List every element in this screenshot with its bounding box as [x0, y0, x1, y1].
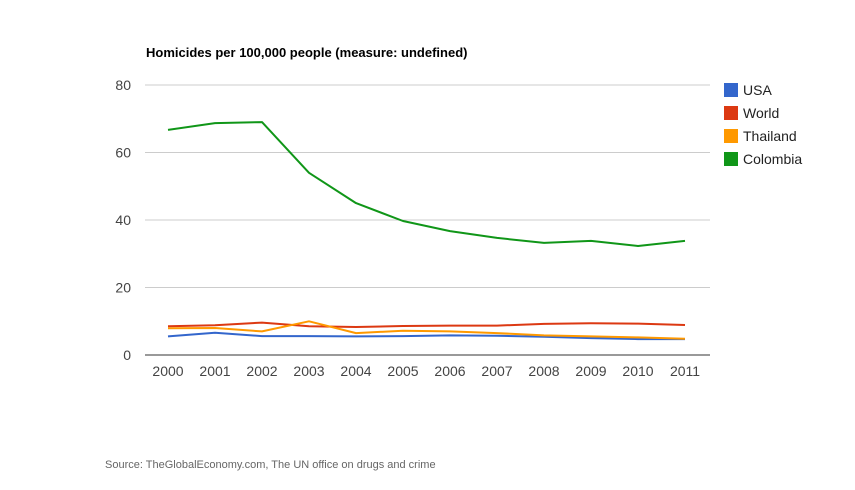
y-tick-label: 20 — [115, 280, 131, 296]
legend-label-world: World — [743, 105, 779, 121]
x-tick-label: 2009 — [575, 363, 606, 379]
series-line-thailand — [167, 320, 686, 340]
x-tick-label: 2007 — [481, 363, 512, 379]
y-tick-label: 40 — [115, 212, 131, 228]
y-tick-label: 80 — [115, 77, 131, 93]
x-tick-label: 2006 — [434, 363, 465, 379]
x-tick-label: 2011 — [670, 363, 700, 379]
chart-title: Homicides per 100,000 people (measure: u… — [146, 45, 468, 60]
x-tick-label: 2004 — [340, 363, 371, 379]
series-lines — [167, 121, 686, 341]
legend-label-usa: USA — [743, 82, 772, 98]
x-tick-label: 2002 — [246, 363, 277, 379]
legend-swatch-world — [724, 106, 738, 120]
gridlines — [145, 84, 710, 356]
x-tick-label: 2003 — [293, 363, 324, 379]
legend-swatch-thailand — [724, 129, 738, 143]
legend: USA World Thailand Colombia — [724, 82, 802, 167]
series-line-usa — [167, 331, 685, 341]
legend-swatch-usa — [724, 83, 738, 97]
legend-label-thailand: Thailand — [743, 128, 797, 144]
y-axis-ticks: 0 20 40 60 80 — [115, 77, 131, 363]
legend-swatch-colombia — [724, 152, 738, 166]
x-tick-label: 2000 — [152, 363, 183, 379]
x-tick-label: 2001 — [199, 363, 230, 379]
legend-label-colombia: Colombia — [743, 151, 802, 167]
x-tick-label: 2008 — [528, 363, 559, 379]
x-axis-ticks: 2000 2001 2002 2003 2004 2005 2006 2007 2008 2009… — [152, 363, 700, 379]
x-tick-label: 2010 — [622, 363, 653, 379]
source-note: Source: TheGlobalEconomy.com, The UN off… — [105, 459, 436, 471]
series-line-colombia — [167, 121, 686, 247]
y-tick-label: 60 — [115, 145, 131, 161]
x-tick-label: 2005 — [387, 363, 418, 379]
series-line-world — [167, 321, 686, 328]
y-tick-label: 0 — [123, 347, 131, 363]
